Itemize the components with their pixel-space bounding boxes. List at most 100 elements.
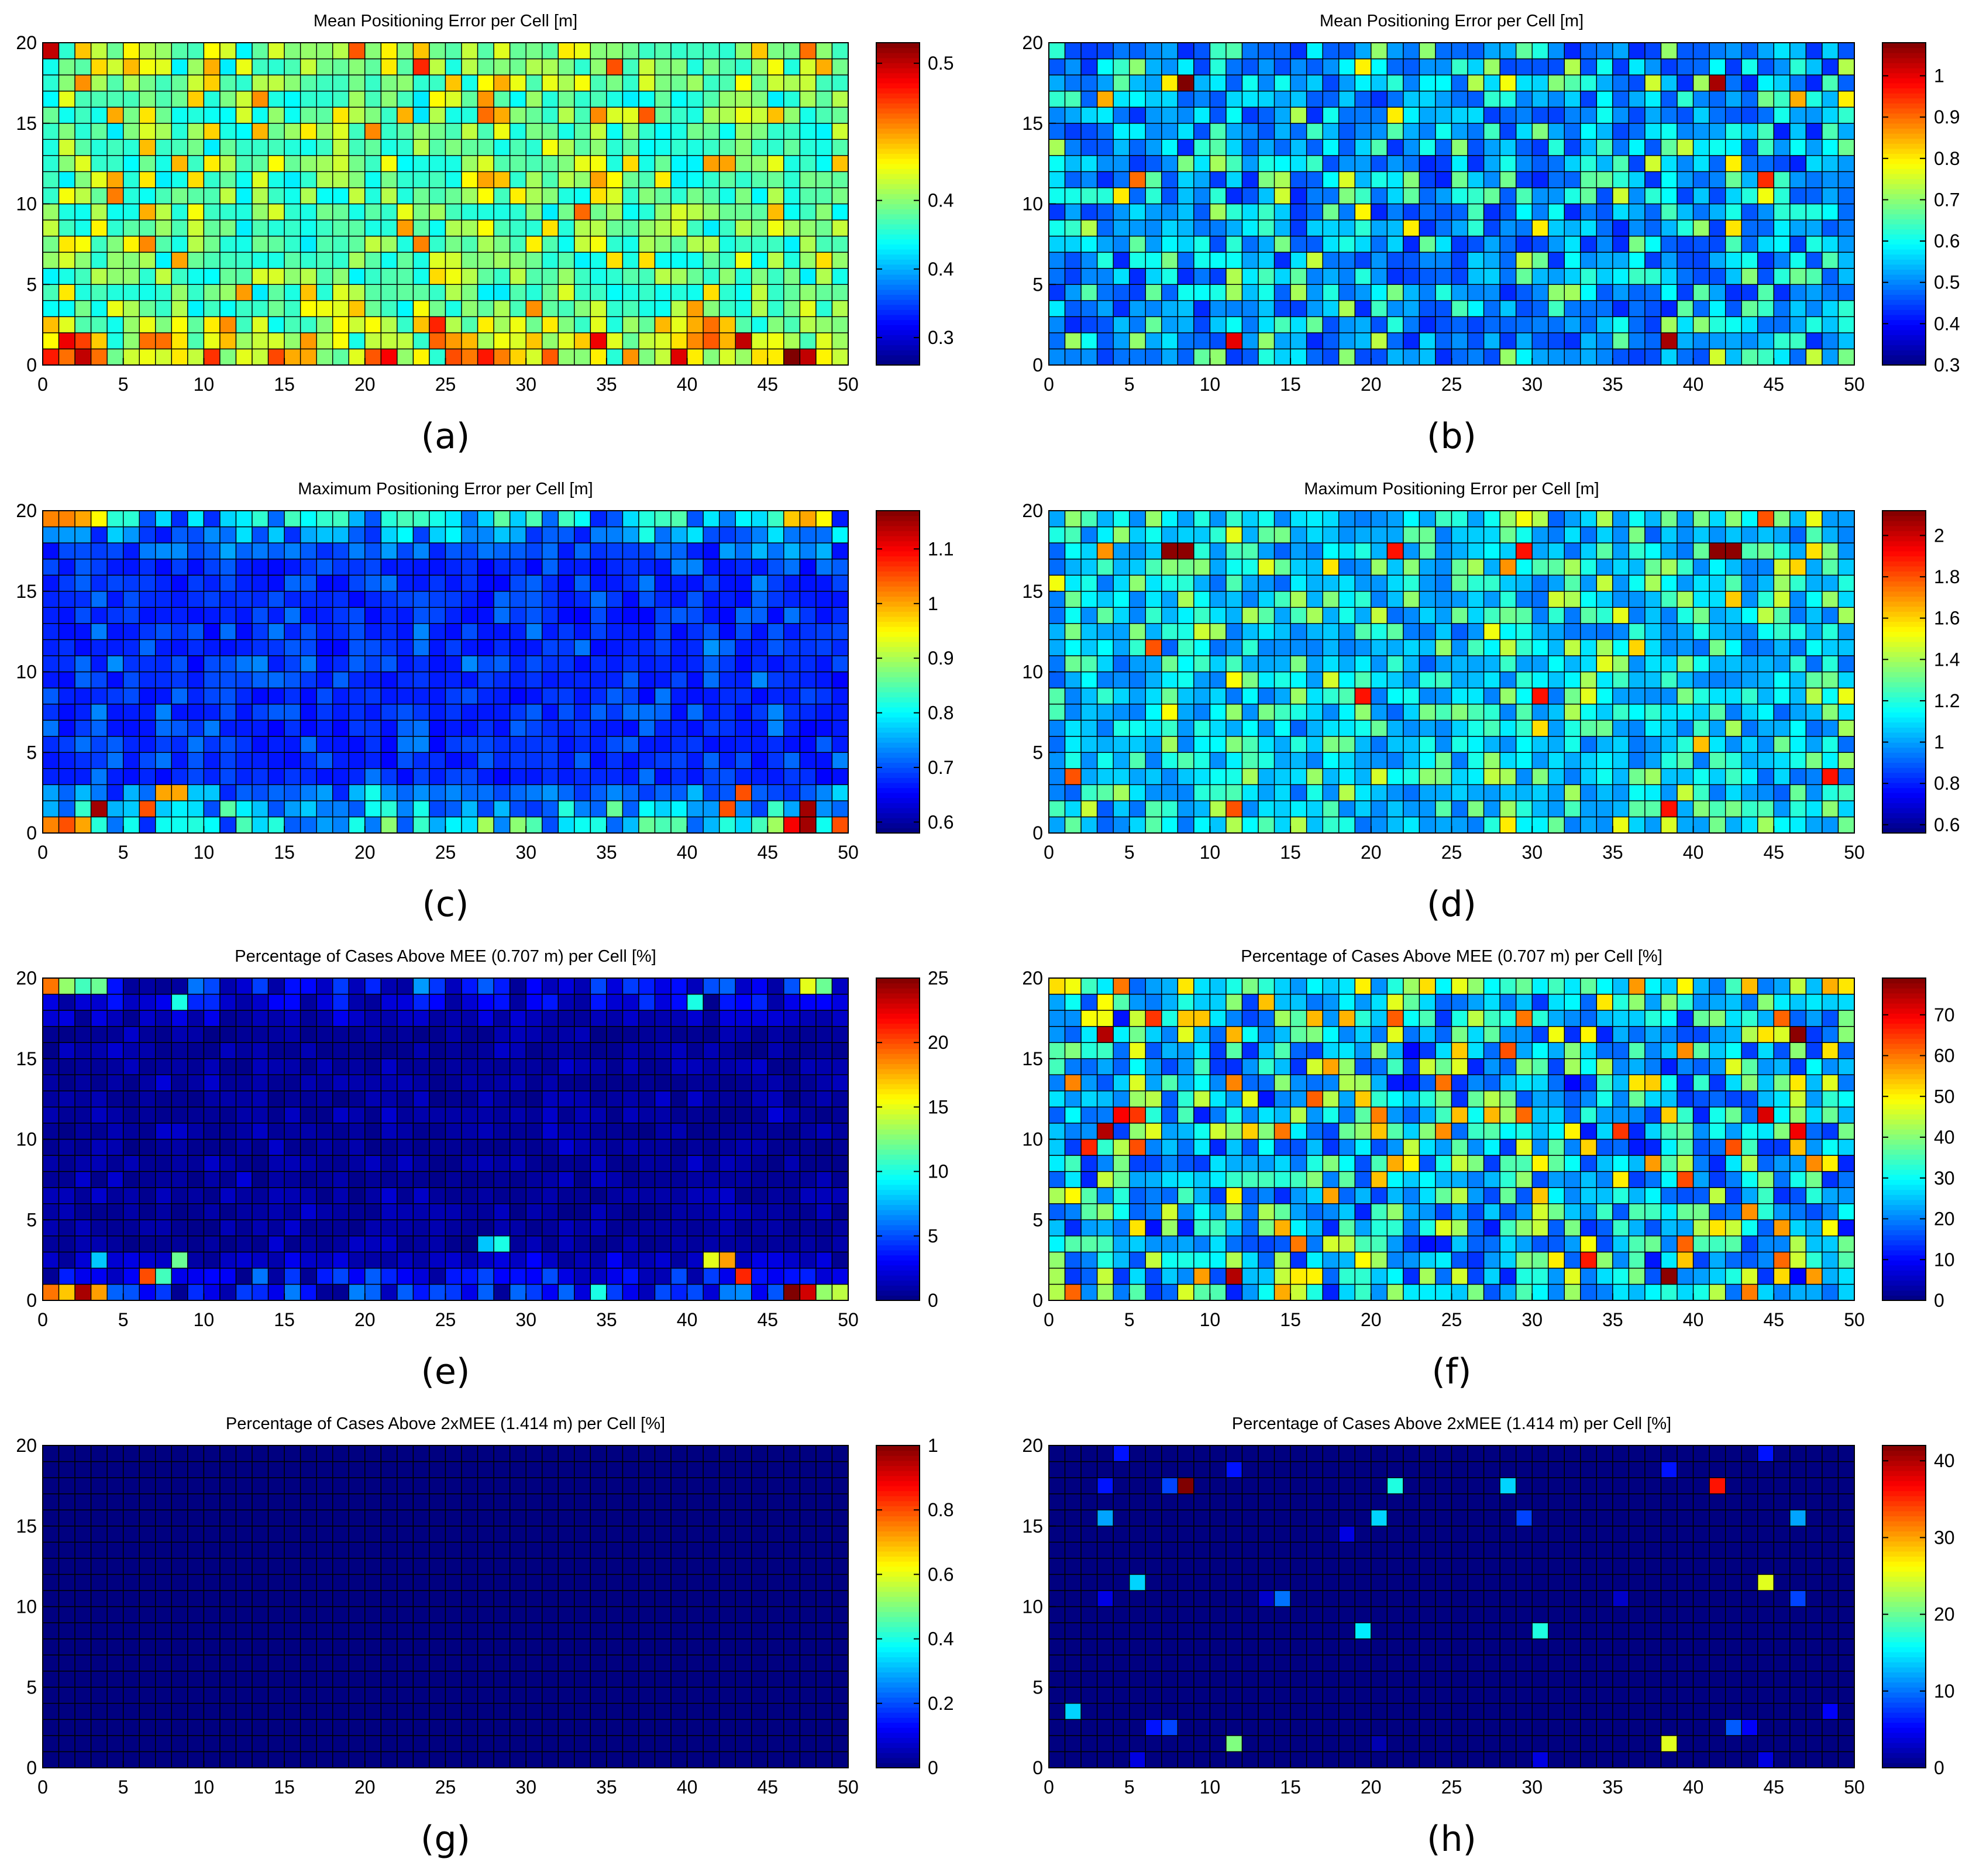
heatmap-cell [686, 800, 704, 818]
colorbar-segment [1882, 339, 1926, 346]
heatmap-cell [542, 784, 559, 801]
heatmap-cell [477, 348, 494, 366]
heatmap-cell [1273, 155, 1291, 173]
heatmap-cell [1241, 510, 1259, 528]
heatmap-cell [783, 235, 801, 253]
heatmap-cell [638, 639, 656, 656]
heatmap-cell [1805, 735, 1823, 753]
heatmap-cell [799, 106, 817, 124]
heatmap-cell [171, 816, 188, 834]
heatmap-cell [654, 90, 672, 108]
heatmap-cell [1145, 123, 1162, 140]
heatmap-cell [1177, 187, 1195, 205]
heatmap-cell [235, 591, 253, 608]
heatmap-cell [493, 687, 511, 705]
heatmap-cell [654, 187, 672, 205]
heatmap-cell [1677, 816, 1694, 834]
heatmap-cell [364, 1251, 382, 1269]
heatmap-cell [542, 687, 559, 705]
heatmap-cell [461, 1171, 479, 1188]
heatmap-cell [1193, 316, 1211, 333]
heatmap-cell [1386, 607, 1404, 624]
heatmap-cell [1564, 703, 1581, 721]
heatmap-cell [90, 639, 108, 656]
heatmap-cell [509, 784, 526, 801]
heatmap-cell [783, 639, 801, 656]
heatmap-cell [1531, 558, 1549, 576]
heatmap-cell [1193, 720, 1211, 737]
heatmap-cell [493, 1138, 511, 1156]
heatmap-cell [1709, 703, 1726, 721]
heatmap-cell [300, 784, 317, 801]
heatmap-cell [493, 106, 511, 124]
heatmap-cell [735, 155, 752, 173]
heatmap-cell [767, 1187, 784, 1204]
heatmap-cell [831, 74, 849, 92]
heatmap-cell [461, 768, 479, 786]
x-tick-label: 15 [274, 374, 295, 395]
heatmap-cell [622, 1203, 639, 1220]
heatmap-cell [139, 720, 156, 737]
heatmap-cell [477, 123, 494, 140]
heatmap-cell [364, 58, 382, 75]
x-tick-label: 10 [194, 374, 215, 395]
heatmap-cell [58, 58, 75, 75]
heatmap-cell [1612, 784, 1630, 801]
heatmap-cell [1531, 639, 1549, 656]
heatmap-cell [139, 235, 156, 253]
heatmap-cell [799, 703, 817, 721]
heatmap-cell [364, 1171, 382, 1188]
heatmap-cell [1419, 655, 1436, 673]
heatmap-cell [267, 252, 285, 269]
heatmap-cell [1322, 155, 1340, 173]
heatmap-cell [332, 671, 349, 689]
heatmap-cell [74, 332, 92, 350]
chart-title-b: Mean Positioning Error per Cell [m] [1320, 12, 1584, 30]
colorbar-segment [1882, 797, 1926, 803]
heatmap-cell [1596, 155, 1613, 173]
heatmap-cell [525, 703, 543, 721]
colorbar-segment [876, 556, 920, 562]
heatmap-cell [1290, 558, 1307, 576]
heatmap-cell [1660, 284, 1678, 301]
heatmap-cell [1612, 735, 1630, 753]
heatmap-cell [1741, 510, 1758, 528]
heatmap-cell [139, 1283, 156, 1301]
heatmap-cell [203, 558, 221, 576]
heatmap-cell [203, 58, 221, 75]
colorbar-segment [876, 148, 920, 154]
heatmap-cell [1837, 558, 1855, 576]
heatmap-cell [1596, 510, 1613, 528]
heatmap-cell [1612, 623, 1630, 641]
heatmap-cell [42, 784, 60, 801]
heatmap-cell [1709, 316, 1726, 333]
colorbar-segment [1882, 314, 1926, 321]
heatmap-cell [171, 58, 188, 75]
colorbar-segment [876, 309, 920, 315]
heatmap-cell [1161, 816, 1179, 834]
heatmap-cell [542, 268, 559, 285]
heatmap-cell [670, 203, 688, 221]
heatmap-cell [751, 1268, 769, 1285]
heatmap-cell [1322, 768, 1340, 786]
heatmap-cell [74, 1155, 92, 1172]
heatmap-cell [1741, 187, 1758, 205]
heatmap-cell [42, 768, 60, 786]
heatmap-cell [1692, 752, 1710, 769]
heatmap-cell [1548, 639, 1565, 656]
heatmap-cell [1338, 607, 1355, 624]
heatmap-cell [1096, 574, 1114, 592]
heatmap-cell [1064, 252, 1082, 269]
heatmap-cell [1080, 348, 1098, 366]
heatmap-cell [1322, 58, 1340, 75]
colorbar-segment [876, 782, 920, 789]
heatmap-cell [542, 639, 559, 656]
heatmap-cell [718, 139, 736, 156]
heatmap-cell [703, 106, 720, 124]
heatmap-cell [300, 526, 317, 543]
heatmap-cell [751, 1187, 769, 1204]
heatmap-cell [252, 526, 269, 543]
heatmap-cell [1161, 235, 1179, 253]
heatmap-cell [1580, 703, 1598, 721]
colorbar-segment [876, 229, 920, 235]
